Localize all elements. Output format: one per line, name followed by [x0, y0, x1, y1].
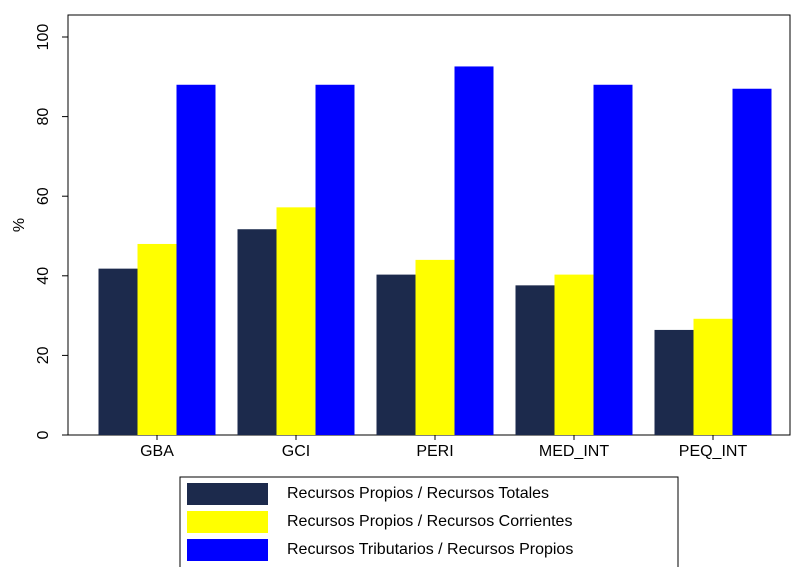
bar: [693, 318, 733, 435]
bar: [732, 88, 772, 436]
bar: [237, 229, 277, 435]
y-axis-label: %: [11, 218, 28, 232]
bar: [98, 268, 138, 435]
y-tick-label: 80: [35, 108, 52, 126]
bar: [176, 84, 216, 435]
bar: [276, 207, 316, 435]
bar: [415, 259, 455, 435]
legend-swatch: [187, 511, 268, 533]
y-tick-label: 60: [35, 187, 52, 205]
bar: [454, 66, 494, 436]
y-tick-label: 20: [35, 346, 52, 364]
x-tick-label: MED_INT: [539, 443, 609, 460]
x-tick-label: GCI: [282, 443, 310, 460]
bar: [137, 243, 177, 435]
x-tick-label: PEQ_INT: [679, 443, 748, 460]
bar: [515, 285, 555, 435]
x-tick-label: PERI: [416, 443, 453, 460]
bar: [315, 84, 355, 435]
y-tick-label: 40: [35, 267, 52, 285]
legend-swatch: [187, 483, 268, 505]
bar: [654, 329, 694, 435]
bar: [593, 84, 633, 435]
legend-label: Recursos Propios / Recursos Corrientes: [287, 513, 572, 530]
legend-label: Recursos Propios / Recursos Totales: [287, 485, 549, 502]
x-tick-label: GBA: [140, 443, 174, 460]
legend-swatch: [187, 539, 268, 561]
bar: [554, 274, 594, 435]
bar: [376, 274, 416, 435]
legend-label: Recursos Tributarios / Recursos Propios: [287, 541, 573, 558]
y-tick-label: 0: [35, 430, 52, 439]
y-tick-label: 100: [35, 24, 52, 51]
